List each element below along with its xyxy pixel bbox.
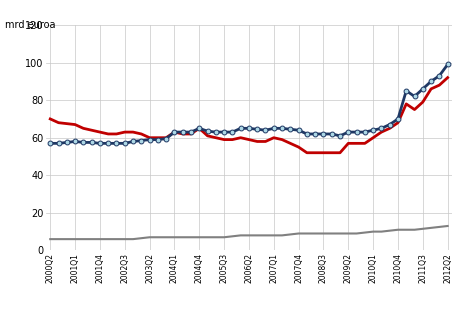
Text: mrd euroa: mrd euroa	[5, 20, 55, 30]
